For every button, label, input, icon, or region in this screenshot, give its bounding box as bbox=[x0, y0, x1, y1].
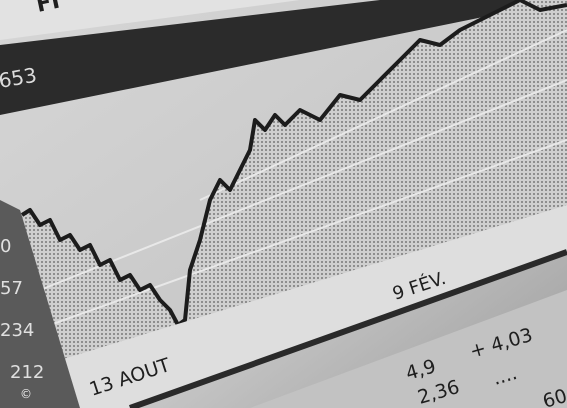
axis-label: 57 bbox=[0, 278, 23, 299]
chart-area bbox=[22, 0, 567, 360]
axis-label: 212 bbox=[10, 362, 44, 383]
marker-band bbox=[60, 205, 567, 408]
grid-lines bbox=[39, 29, 567, 326]
left-column bbox=[0, 200, 80, 408]
axis-labels: 0 57 234 212 bbox=[0, 236, 44, 383]
cell: 60 bbox=[540, 385, 567, 408]
title: FI bbox=[34, 0, 62, 18]
table-area bbox=[250, 290, 567, 408]
credit: © bbox=[20, 387, 32, 401]
header-paper bbox=[0, 0, 300, 40]
axis-label: 0 bbox=[0, 236, 11, 257]
price-line bbox=[20, 0, 567, 327]
rule bbox=[128, 249, 567, 408]
header-band bbox=[0, 0, 567, 115]
axis-label: 234 bbox=[0, 320, 34, 341]
